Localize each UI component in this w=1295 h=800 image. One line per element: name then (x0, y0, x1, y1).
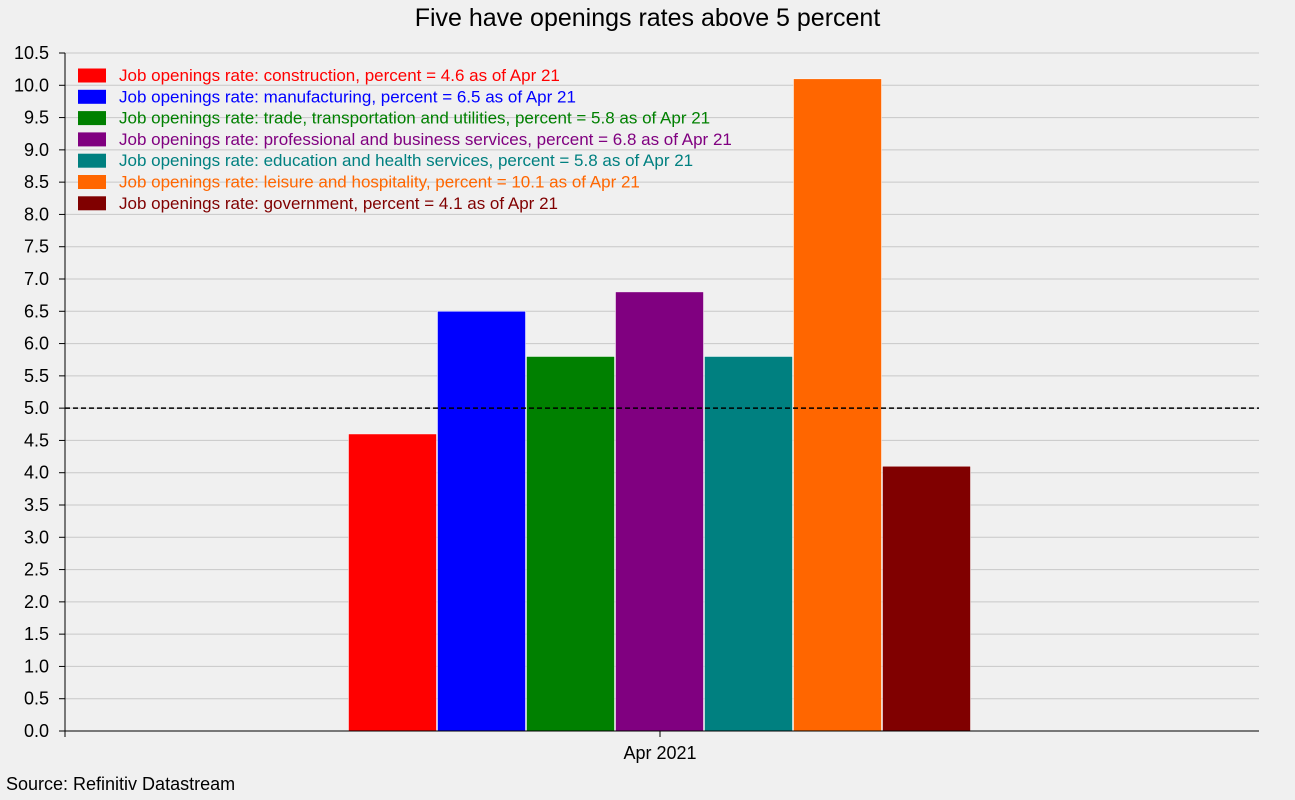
bar (793, 78, 882, 732)
y-tick-label: 5.5 (24, 366, 49, 386)
y-tick-label: 7.5 (24, 237, 49, 257)
x-tick-label: Apr 2021 (623, 743, 696, 763)
y-tick-label: 9.0 (24, 140, 49, 160)
bar (704, 356, 793, 732)
legend-swatch (78, 111, 106, 126)
y-tick-label: 10.5 (14, 43, 49, 63)
chart-title: Five have openings rates above 5 percent (414, 4, 881, 32)
bar (882, 466, 971, 732)
y-tick-label: 9.5 (24, 108, 49, 128)
legend-label: Job openings rate: trade, transportation… (119, 109, 710, 128)
y-tick-label: 3.0 (24, 527, 49, 547)
legend-label: Job openings rate: manufacturing, percen… (119, 87, 576, 106)
legend-swatch (78, 153, 106, 168)
legend-label: Job openings rate: education and health … (119, 151, 693, 170)
y-tick-label: 6.5 (24, 301, 49, 321)
y-tick-label: 6.0 (24, 334, 49, 354)
legend: Job openings rate: construction, percent… (78, 66, 732, 213)
y-tick-label: 2.0 (24, 592, 49, 612)
y-tick-label: 0.5 (24, 689, 49, 709)
y-tick-label: 2.5 (24, 560, 49, 580)
y-tick-label: 7.0 (24, 269, 49, 289)
bars (348, 78, 971, 732)
y-tick-label: 1.0 (24, 656, 49, 676)
y-tick-label: 3.5 (24, 495, 49, 515)
y-tick-label: 4.5 (24, 430, 49, 450)
y-tick-label: 10.0 (14, 75, 49, 95)
bar (526, 356, 615, 732)
bar (437, 311, 526, 732)
y-tick-label: 5.0 (24, 398, 49, 418)
legend-swatch (78, 132, 106, 147)
legend-label: Job openings rate: leisure and hospitali… (119, 173, 640, 192)
bar (348, 433, 437, 732)
y-tick-label: 0.0 (24, 721, 49, 741)
source-note: Source: Refinitiv Datastream (6, 774, 236, 794)
legend-swatch (78, 196, 106, 211)
legend-swatch (78, 68, 106, 83)
legend-label: Job openings rate: professional and busi… (119, 130, 732, 149)
y-tick-label: 8.0 (24, 204, 49, 224)
legend-label: Job openings rate: government, percent =… (119, 194, 558, 213)
axes: 0.0 0.5 1.0 1.5 2.0 2.5 3.0 3.5 4.0 4.5 5.0 5.5 6.0 6… (14, 43, 1259, 763)
legend-swatch (78, 89, 106, 104)
legend-swatch (78, 175, 106, 189)
y-tick-label: 4.0 (24, 463, 49, 483)
y-tick-label: 1.5 (24, 624, 49, 644)
legend-label: Job openings rate: construction, percent… (119, 66, 560, 85)
bar (615, 291, 704, 732)
y-tick-label: 8.5 (24, 172, 49, 192)
